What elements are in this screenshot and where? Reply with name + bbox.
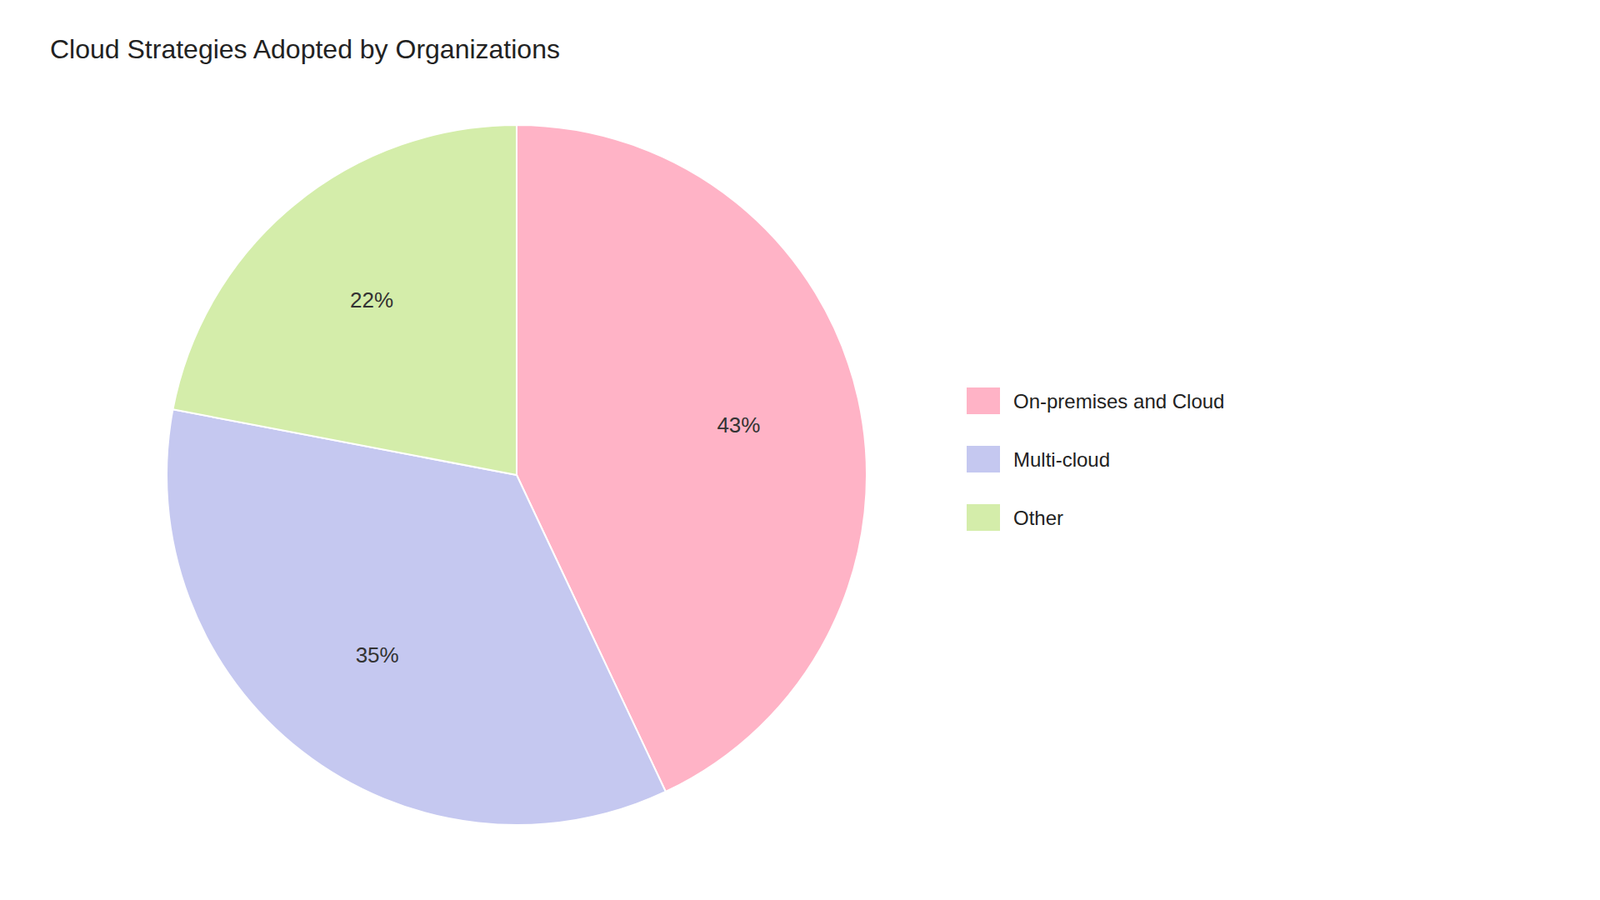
title: Cloud Strategies Adopted by Organization… <box>50 34 560 65</box>
legend-label: Other <box>1013 506 1064 530</box>
legend-item: Multi-cloud <box>966 445 1110 473</box>
legend-label: Multi-cloud <box>1013 448 1110 471</box>
data-label: 35% <box>355 642 400 668</box>
legend-label: On-premises and Cloud <box>1013 390 1225 413</box>
data-labels: 43% 35% 22% <box>350 287 760 668</box>
data-label: 43% <box>716 412 760 438</box>
legend-swatch <box>966 387 1000 415</box>
data-label: 22% <box>350 287 394 313</box>
legend-swatch <box>966 445 1000 473</box>
legend: On-premises and Cloud Multi-cloud Other <box>966 387 1225 531</box>
legend-swatch <box>966 504 1000 531</box>
legend-item: Other <box>966 504 1064 531</box>
pie <box>166 125 867 825</box>
pie-slice <box>172 125 517 475</box>
legend-item: On-premises and Cloud <box>966 387 1225 415</box>
chart: Cloud Strategies Adopted by Organization… <box>0 0 1600 900</box>
pie-slice <box>166 409 666 825</box>
